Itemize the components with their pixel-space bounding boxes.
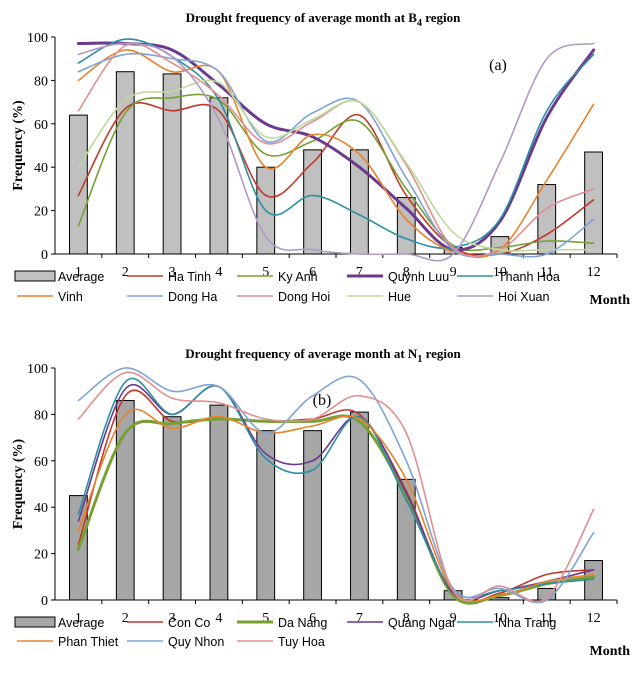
x-tick-label: 9 [450, 265, 457, 280]
legend-label: Phan Thiet [58, 635, 119, 649]
x-tick-label: 6 [309, 265, 316, 280]
y-tick-label: 40 [34, 501, 48, 516]
bar-average-month-3 [162, 73, 182, 255]
x-tick-label: 10 [493, 265, 507, 280]
legend-label: Thanh Hoa [498, 270, 560, 284]
bar-average-month-1 [69, 114, 88, 255]
legend-label: Average [58, 616, 104, 630]
legend-label: Quang Ngai [388, 616, 455, 630]
y-tick-label: 60 [34, 118, 48, 133]
bar-average-month-2 [115, 399, 135, 601]
legend-label: Nha Trang [498, 616, 556, 630]
y-tick-label: 100 [27, 362, 48, 377]
x-tick-label: 7 [356, 265, 363, 280]
chart-panel-a: Drought frequency of average month at B4… [11, 10, 630, 308]
legend-label: Con Co [168, 616, 210, 630]
series-line-thanh-hoa [77, 38, 595, 250]
y-tick-label: 20 [34, 205, 48, 220]
y-tick-label: 60 [34, 455, 48, 470]
legend-label: Hue [388, 290, 411, 304]
series-line-con-co [77, 389, 595, 604]
x-tick-label: 8 [403, 265, 410, 280]
y-tick-label: 100 [27, 31, 48, 46]
x-tick-label: 4 [215, 265, 222, 280]
x-tick-label: 9 [450, 611, 457, 626]
x-tick-label: 3 [169, 611, 176, 626]
bar-average-month-6 [303, 149, 322, 255]
y-tick-label: 20 [34, 548, 48, 563]
x-tick-label: 10 [493, 611, 507, 626]
x-tick-label: 6 [309, 611, 316, 626]
panel-label: (a) [489, 57, 507, 74]
bar-average-month-3 [162, 416, 182, 601]
x-tick-label: 2 [122, 265, 129, 280]
x-tick-label: 11 [540, 611, 553, 626]
x-tick-label: 4 [215, 611, 222, 626]
legend-swatch-average [14, 270, 56, 282]
series-line-nha-trang [77, 377, 595, 599]
y-axis-label: Frequency (%) [11, 100, 26, 191]
legend-swatch-average [14, 616, 56, 628]
x-tick-label: 11 [540, 265, 553, 280]
legend-label: Quy Nhon [168, 635, 224, 649]
x-axis-label: Month [590, 644, 631, 659]
series-line-dong-ha [77, 52, 595, 258]
series-line-tuy-hoa [77, 371, 595, 603]
bar-average-month-6 [303, 430, 322, 601]
legend-label: Quynh Luu [388, 270, 449, 284]
legend-label: Da Nang [278, 616, 327, 630]
panel-label: (b) [313, 392, 332, 409]
legend-label: Vinh [58, 290, 83, 304]
y-tick-label: 0 [41, 594, 48, 609]
x-tick-label: 2 [122, 611, 129, 626]
legend-label: Tuy Hoa [278, 635, 325, 649]
x-tick-label: 1 [75, 265, 82, 280]
series-line-phan-thiet [77, 408, 595, 602]
x-tick-label: 5 [262, 611, 269, 626]
series-line-da-nang [76, 414, 596, 605]
series-line-ky-anh [77, 93, 595, 252]
x-tick-label: 12 [587, 265, 601, 280]
x-tick-label: 1 [75, 611, 82, 626]
x-tick-label: 7 [356, 611, 363, 626]
y-axis-label: Frequency (%) [11, 438, 26, 529]
legend-label: Hoi Xuan [498, 290, 549, 304]
series-line-vinh [77, 49, 595, 258]
y-tick-label: 80 [34, 408, 48, 423]
bar-average-month-4 [209, 404, 229, 601]
chart-title: Drought frequency of average month at B4… [186, 10, 462, 29]
bar-average-month-4 [209, 97, 229, 255]
y-tick-label: 40 [34, 161, 48, 176]
series-line-hoi-xuan [77, 42, 595, 262]
y-tick-label: 80 [34, 74, 48, 89]
series-line-quy-nhon [77, 367, 595, 604]
legend-label: Dong Hoi [278, 290, 330, 304]
chart-title: Drought frequency of average month at N1… [185, 346, 461, 365]
legend-label: Average [58, 270, 104, 284]
series-line-hue [77, 79, 595, 252]
legend-label: Dong Ha [168, 290, 217, 304]
x-tick-label: 5 [262, 265, 269, 280]
bar-average-month-2 [115, 71, 135, 255]
x-tick-label: 3 [169, 265, 176, 280]
bar-average-month-12 [584, 151, 603, 255]
x-tick-label: 12 [587, 611, 601, 626]
series-line-quynh-luu [76, 41, 596, 252]
x-axis-label: Month [590, 293, 631, 308]
bar-average-month-5 [256, 430, 276, 601]
x-tick-label: 8 [403, 611, 410, 626]
bar-average-month-11 [537, 184, 557, 255]
legend-label: Ky Anh [278, 270, 318, 284]
legend-label: Ha Tinh [168, 270, 211, 284]
chart-panel-b: Drought frequency of average month at N1… [11, 346, 630, 659]
bar-average-month-7 [350, 411, 369, 601]
y-tick-label: 0 [41, 248, 48, 263]
